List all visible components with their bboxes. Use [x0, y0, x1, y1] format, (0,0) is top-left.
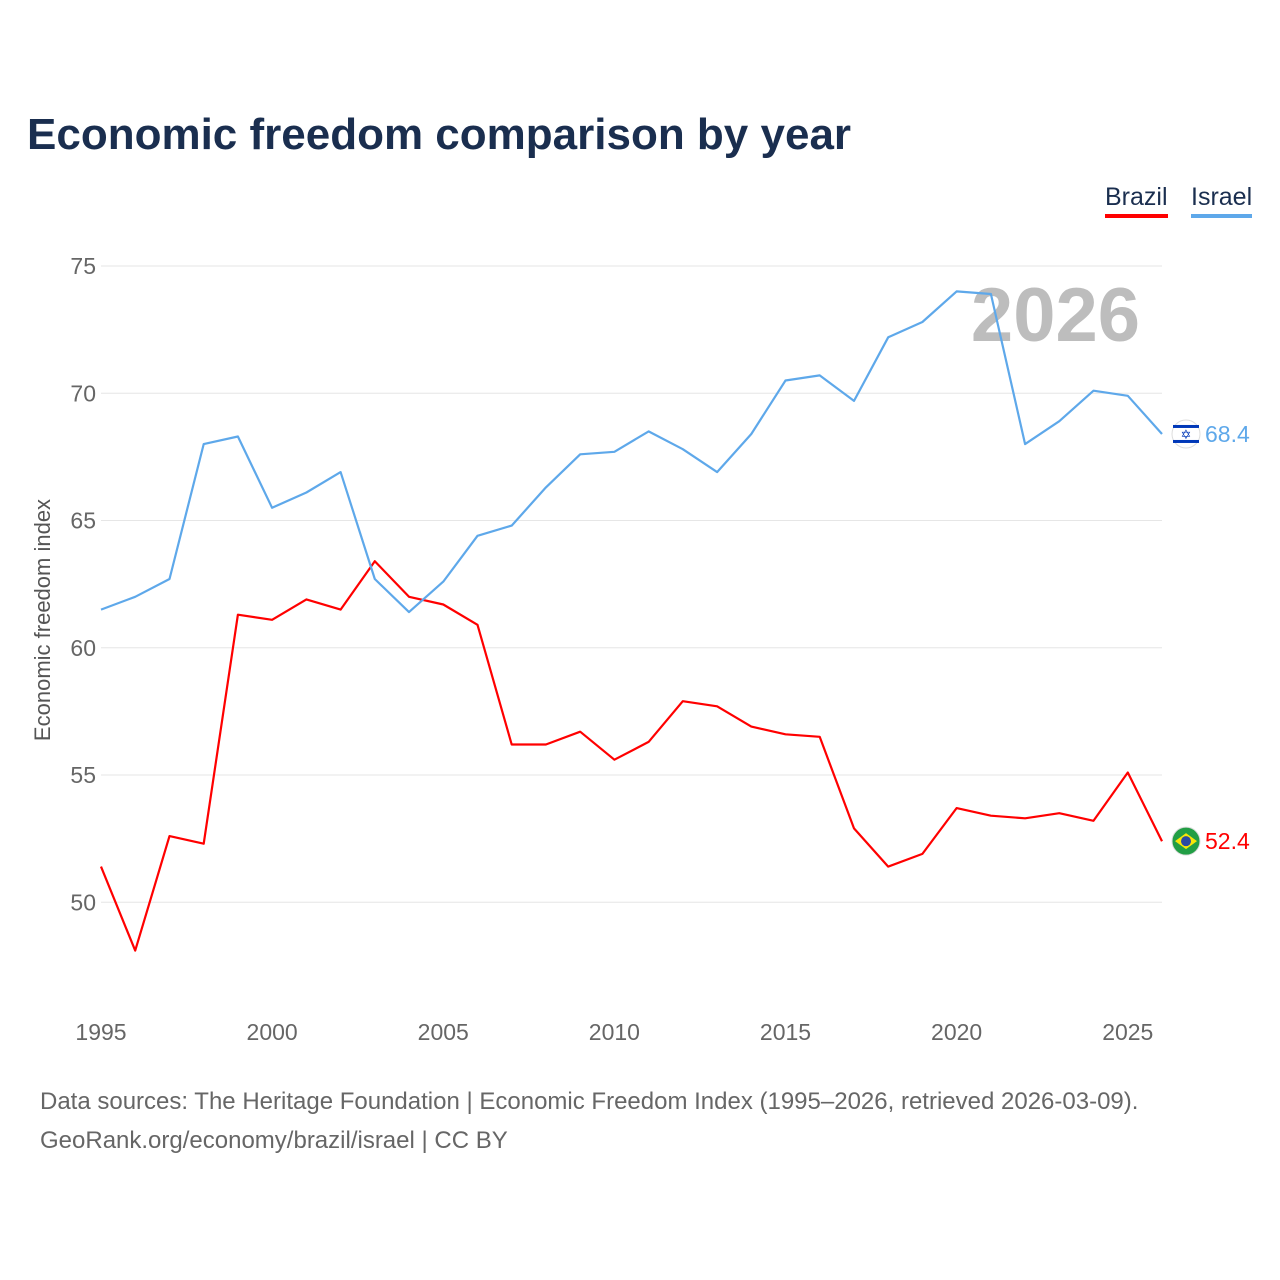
year-watermark: 2026	[971, 273, 1140, 358]
x-tick-label: 2015	[760, 1019, 811, 1045]
y-tick-label: 60	[70, 635, 96, 661]
y-tick-label: 70	[70, 380, 96, 406]
svg-text:✡: ✡	[1181, 427, 1192, 442]
footer-credit[interactable]: GeoRank.org/economy/brazil/israel | CC B…	[40, 1127, 508, 1154]
end-value-label-brazil: 52.4	[1205, 828, 1250, 854]
series-line-israel[interactable]	[100, 290, 1163, 614]
y-tick-label: 65	[70, 508, 96, 534]
series-line-brazil[interactable]	[99, 560, 1163, 952]
x-tick-label: 2025	[1102, 1019, 1153, 1045]
x-tick-label: 1995	[75, 1019, 126, 1045]
x-tick-label: 2020	[931, 1019, 982, 1045]
legend-israel[interactable]: Israel	[1191, 183, 1253, 218]
y-tick-label: 50	[70, 889, 96, 915]
x-tick-label: 2005	[418, 1019, 469, 1045]
x-tick-label: 2000	[247, 1019, 298, 1045]
y-tick-label: 75	[70, 253, 96, 279]
end-value-label-israel: 68.4	[1205, 421, 1250, 447]
footer-sources: Data sources: The Heritage Foundation | …	[40, 1088, 1139, 1115]
x-tick-label: 2010	[589, 1019, 640, 1045]
y-tick-label: 55	[70, 762, 96, 788]
chart-title: Economic freedom comparison by year	[27, 110, 852, 159]
israel-flag-icon: ✡	[1171, 419, 1201, 449]
legend-brazil[interactable]: Brazil	[1105, 183, 1168, 218]
brazil-flag-icon	[1171, 826, 1201, 856]
